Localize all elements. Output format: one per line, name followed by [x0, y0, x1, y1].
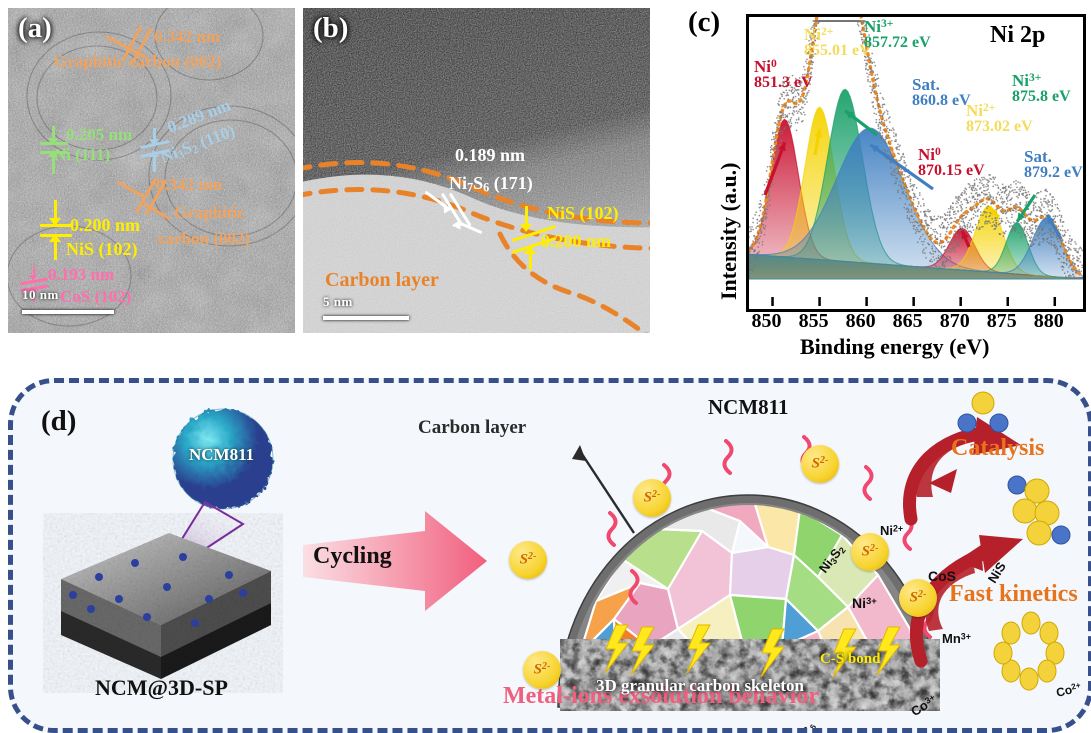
s8-ring [993, 611, 1065, 691]
lattice-marker-ni111 [38, 126, 70, 178]
xps-tick-870: 870 [939, 310, 970, 332]
polysulfide-cluster [1007, 475, 1071, 546]
xps-tick-865: 865 [892, 310, 923, 332]
label-0200-nm-a: 0.200 nm [70, 215, 141, 235]
panel-a-tag: (a) [18, 12, 52, 44]
tem-b-texture [303, 8, 650, 333]
sulfide-ion-2: S2- [801, 445, 839, 483]
scalebar-b [323, 316, 409, 320]
label-graphitic-carbon-002-a1: Graphitic carbon (002) [54, 52, 222, 71]
lattice-marker-graphitic-2 [116, 177, 174, 224]
label-0193-nm: 0.193 nm [48, 265, 115, 284]
xps-ann-sat-1: Sat. 860.8 eV [912, 75, 971, 110]
sulfide-ion-3: S2- [509, 541, 547, 579]
lattice-marker-nis102-b [499, 204, 563, 274]
grain-label-cos: CoS [928, 568, 956, 584]
xps-y-axis-title: Intensity (a.u.) [716, 162, 741, 300]
carbon-skeleton-label: 3D granular carbon skeleton [596, 676, 804, 695]
xps-ann-ni0-2: Ni0 870.15 eV [918, 145, 985, 180]
catalysis-label: Catalysis [951, 435, 1045, 461]
xps-tick-875: 875 [986, 310, 1017, 332]
ncm-3dsp-slab [43, 513, 283, 693]
xps-ann-ni2p-1: Ni2+ 855.01 eV [804, 25, 871, 60]
label-0205-nm: 0.205 nm [66, 125, 133, 144]
grain-label-ni3+: Ni3+ [852, 595, 877, 611]
xps-title: Ni 2p [990, 22, 1046, 48]
lattice-marker-nis102-a [38, 198, 74, 262]
label-carbon-002-a2: carbon (002) [158, 229, 251, 248]
label-graphitic-a2: Graphitic [174, 203, 245, 222]
label-0200-nm-b: 0.200 nm [541, 231, 612, 251]
xps-ann-ni3p-1: Ni3+ 857.72 eV [864, 17, 931, 52]
label-carbon-layer-b: Carbon layer [325, 269, 439, 291]
grain-label-ni7s6: Ni7S6 [799, 722, 819, 733]
carbon-layer-label-d: Carbon layer [418, 417, 527, 438]
fast-kinetics-label: Fast kinetics [949, 581, 1078, 607]
xps-curves [749, 17, 1083, 306]
xps-tick-880: 880 [1033, 310, 1064, 332]
xps-ann-ni2p-2: Ni2+ 873.02 eV [966, 101, 1033, 136]
lattice-marker-ni3s2 [138, 126, 172, 178]
label-ni7s6-171: Ni7S6 (171) [449, 173, 533, 195]
scalebar-a [22, 310, 114, 314]
lattice-marker-cos102 [18, 264, 52, 306]
lattice-marker-graphitic-1 [104, 25, 164, 70]
label-0342-nm-a1: 0.342 nm [154, 27, 221, 46]
ncm811-dome-label: NCM811 [708, 395, 789, 419]
label-0342-nm-a2: 0.342 nm [156, 175, 223, 194]
grain-label-ni2+: Ni2+ [880, 523, 904, 538]
label-ni-111: Ni (111) [54, 145, 111, 164]
li2s-molecule-top [957, 391, 1009, 433]
xps-tick-860: 860 [845, 310, 876, 332]
ncm811-sphere-label: NCM811 [189, 445, 255, 464]
panel-d-tag: (d) [41, 405, 77, 437]
panel-b-tag: (b) [313, 12, 349, 44]
xps-ann-ni3p-2: Ni3+ 875.8 eV [1012, 71, 1071, 106]
cycling-label: Cycling [313, 543, 392, 569]
sulfide-ion-4: S2- [851, 533, 889, 571]
bottom-caption: Metal-ions exsolution behavior [503, 683, 819, 709]
label-cos-102: CoS (102) [60, 287, 132, 306]
grain-label-mn3+: Mn3+ [942, 631, 971, 646]
lattice-marker-ni7s6 [423, 190, 483, 242]
carbon-layer-arrow [572, 445, 636, 534]
xps-tick-850: 850 [751, 310, 782, 332]
tem-image-b: (b) 0.189 nm Ni7S6 (171) NiS (102) 0.200… [303, 8, 650, 333]
scalebar-label-b: 5 nm [323, 294, 353, 309]
label-nis-102-b: NiS (102) [547, 203, 619, 223]
carbon-skeleton-band [560, 639, 940, 711]
xps-tick-855: 855 [798, 310, 829, 332]
scalebar-label-a: 10 nm [22, 287, 59, 302]
xps-ann-sat-2: Sat. 879.2 eV [1024, 147, 1083, 182]
label-nis-102-a: NiS (102) [66, 239, 138, 259]
panel-c-tag: (c) [688, 6, 721, 38]
sulfide-ion-6: S2- [523, 651, 561, 689]
tem-image-a: (a) 0.342 nm Graphitic carbon (002) 0.20… [8, 8, 295, 333]
dome-assembly: 3D granular carbon skeleton C-S bond Ni3… [418, 395, 1082, 728]
label-0189-nm: 0.189 nm [455, 145, 526, 165]
xps-plot-area [746, 14, 1086, 312]
cs-bond-label: C-S bond [820, 651, 881, 667]
xps-x-axis-title: Binding energy (eV) [800, 334, 990, 359]
ncm-3dsp-label: NCM@3D-SP [95, 675, 228, 700]
sulfide-ion-5: S2- [899, 579, 937, 617]
sulfide-ion-1: S2- [633, 479, 671, 517]
cycling-arrow [303, 511, 487, 611]
lightning-group [604, 624, 902, 678]
schematic-panel-d: (d) NCM811 [8, 378, 1091, 733]
tem-a-texture [8, 8, 295, 333]
xps-ann-ni0-1: Ni0 851.3 eV [754, 57, 813, 92]
ncm811-sphere [172, 408, 274, 510]
